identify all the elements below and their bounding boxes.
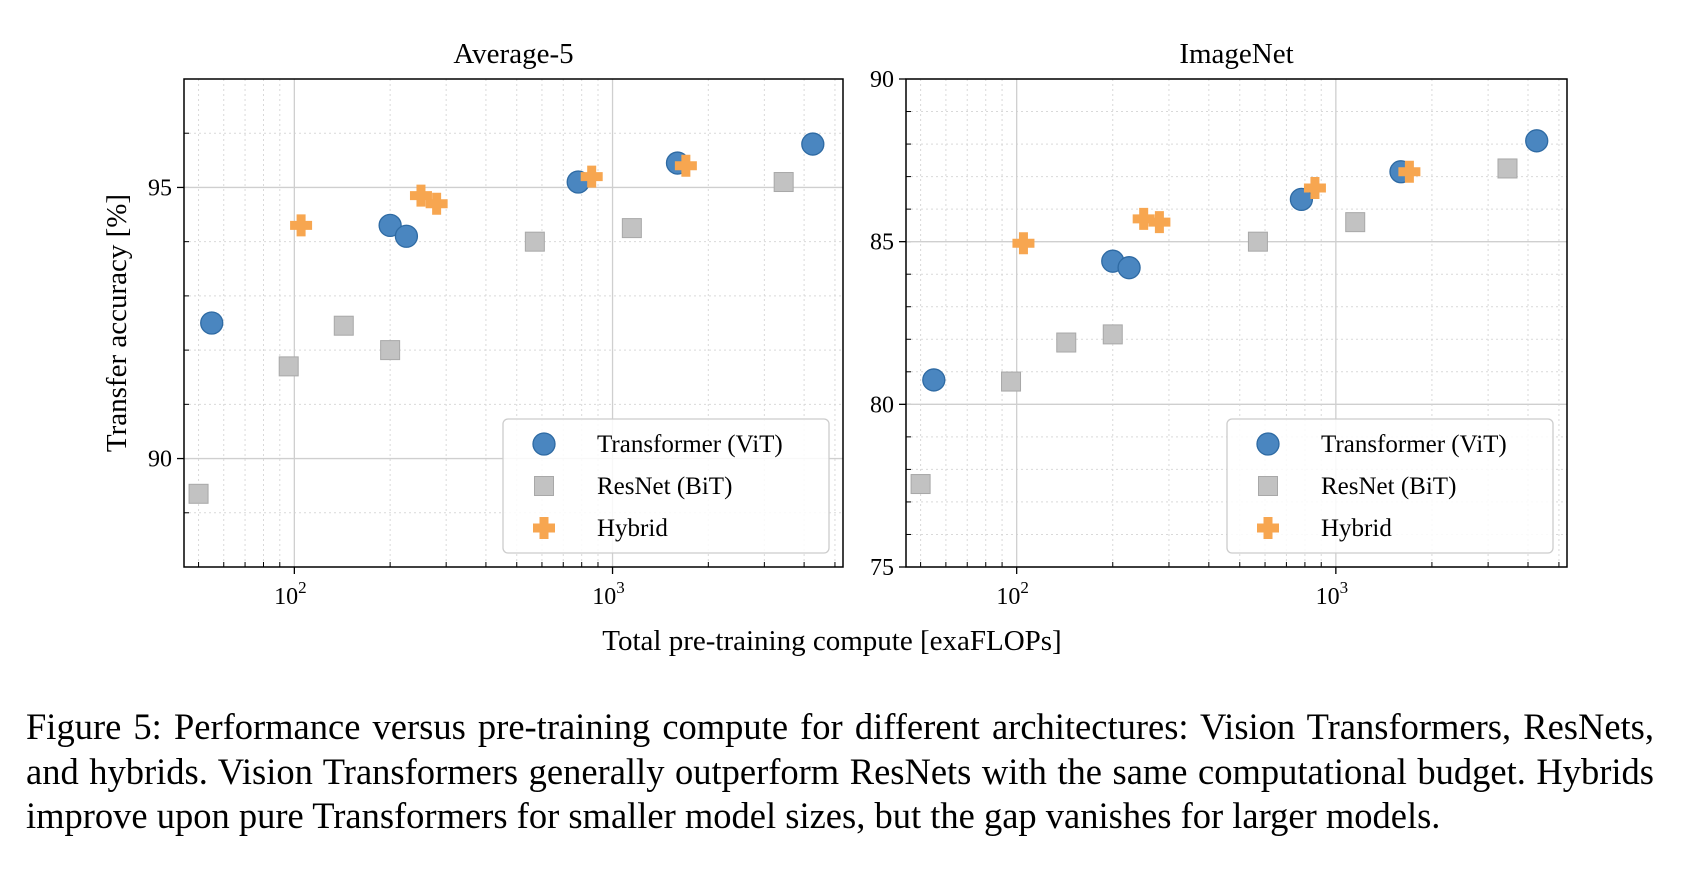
data-point-plus — [1132, 207, 1155, 230]
data-point-plus — [674, 154, 697, 177]
x-tick-label: 103 — [1316, 578, 1349, 610]
series-square — [188, 172, 794, 504]
y-axis-label: Transfer accuracy [%] — [101, 194, 133, 452]
legend-box — [502, 418, 830, 554]
y-tick-label: 90 — [148, 447, 172, 473]
chart-title: ImageNet — [1179, 38, 1293, 70]
legend-marker-square — [534, 476, 554, 496]
data-point-plus — [425, 192, 448, 215]
plot-frame — [183, 78, 844, 568]
legend-marker-circle — [532, 432, 556, 456]
data-point-circle — [1289, 187, 1314, 212]
figure-caption: Figure 5: Performance versus pre-trainin… — [26, 706, 1654, 836]
legend: Transformer (ViT) ResNet (BiT) Hybrid — [1226, 418, 1554, 554]
data-points — [188, 132, 825, 504]
series-plus — [290, 154, 697, 237]
data-point-circle — [1525, 129, 1549, 153]
data-point-square — [380, 340, 401, 361]
legend-marker-plus — [533, 517, 555, 539]
data-point-square — [278, 356, 299, 377]
data-point-plus — [1398, 160, 1421, 183]
data-point-plus — [409, 184, 432, 207]
data-point-plus — [580, 165, 603, 188]
legend-box — [1226, 418, 1554, 554]
data-point-circle — [200, 311, 224, 335]
data-point-square — [1345, 212, 1366, 233]
data-point-plus — [1303, 176, 1326, 199]
legend-marker-circle — [1256, 432, 1280, 456]
plot-frame — [905, 78, 1568, 568]
data-point-circle — [378, 213, 402, 238]
x-axis-label: Total pre-training compute [exaFLOPs] — [602, 625, 1061, 657]
chart-imagenet: 102 103 75 80 85 90 ImageNet Transformer (ViT) R… — [870, 38, 1568, 610]
data-point-square — [1056, 332, 1077, 353]
chart-title: Average-5 — [453, 38, 573, 70]
legend-label: Transformer (ViT) — [1321, 431, 1507, 458]
data-point-circle — [922, 368, 946, 392]
legend-label: ResNet (BiT) — [597, 473, 732, 500]
data-point-square — [1001, 371, 1022, 392]
legend-marker-square — [1258, 476, 1278, 496]
chart-average-5: 102 103 90 95 Average-5 Transfer accuracy [%]… — [101, 38, 844, 610]
data-point-square — [188, 483, 209, 504]
legend-marker-plus — [1257, 517, 1279, 539]
legend-label: Hybrid — [597, 515, 668, 542]
y-tick-label: 80 — [870, 392, 894, 418]
data-point-circle — [1117, 256, 1141, 280]
y-tick-label: 95 — [148, 175, 172, 201]
legend-label: ResNet (BiT) — [1321, 473, 1456, 500]
series-square — [910, 158, 1518, 495]
figure: 102 103 90 95 Average-5 Transfer accuracy [%]… — [101, 38, 1568, 657]
legend-label: Transformer (ViT) — [597, 431, 783, 458]
x-tick-label: 103 — [592, 578, 625, 610]
data-point-plus — [290, 214, 313, 237]
data-point-square — [524, 231, 545, 252]
data-point-square — [333, 315, 354, 336]
data-point-circle — [801, 132, 825, 156]
data-point-square — [1497, 158, 1518, 179]
data-point-square — [773, 172, 794, 193]
data-point-circle — [394, 224, 419, 248]
y-tick-label: 75 — [870, 555, 894, 581]
data-point-square — [1102, 324, 1123, 345]
x-tick-label: 102 — [274, 578, 307, 610]
data-point-square — [910, 474, 931, 495]
data-point-plus — [1012, 232, 1035, 255]
y-tick-label: 90 — [870, 67, 894, 93]
series-plus — [1012, 160, 1421, 255]
x-tick-label: 102 — [996, 578, 1029, 610]
y-tick-label: 85 — [870, 230, 894, 256]
data-point-square — [1247, 231, 1268, 252]
legend-label: Hybrid — [1321, 515, 1392, 542]
data-points — [910, 129, 1549, 495]
data-point-plus — [1148, 211, 1171, 234]
legend: Transformer (ViT) ResNet (BiT) Hybrid — [502, 418, 830, 554]
data-point-square — [621, 218, 642, 239]
